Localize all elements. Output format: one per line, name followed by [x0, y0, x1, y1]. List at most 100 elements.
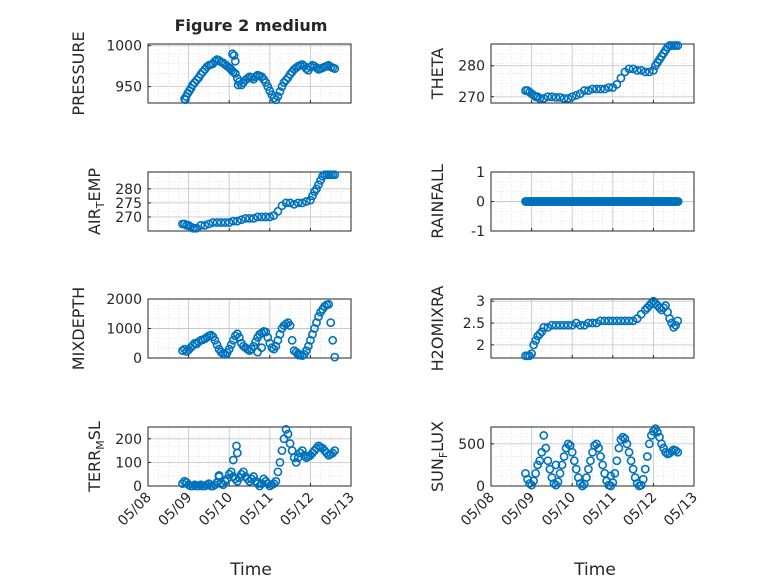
data-point	[571, 90, 581, 100]
data-point	[579, 86, 589, 95]
data-point	[257, 72, 267, 82]
y-tick-label: 270	[115, 210, 142, 226]
data-point	[539, 431, 549, 440]
data-point	[281, 319, 291, 329]
axes-box	[147, 43, 352, 104]
data-point	[622, 439, 632, 449]
data-point	[584, 464, 593, 474]
data-point	[543, 456, 553, 466]
data-point	[230, 69, 240, 78]
data-point	[673, 316, 683, 326]
data-point	[614, 443, 624, 453]
data-point	[594, 443, 603, 453]
data-point	[537, 327, 547, 337]
figure-title: Figure 2 medium	[175, 16, 328, 35]
data-point	[283, 429, 293, 439]
data-point	[263, 479, 273, 489]
data-point	[669, 323, 679, 332]
y-tick-label: 270	[458, 90, 485, 106]
data-point	[535, 456, 545, 466]
data-point	[251, 72, 260, 82]
data-point	[533, 460, 543, 470]
data-point	[271, 476, 281, 486]
data-point	[624, 64, 634, 74]
data-point	[330, 446, 340, 455]
data-point	[293, 350, 303, 360]
data-point	[285, 321, 295, 330]
data-point	[241, 213, 250, 223]
data-point	[673, 197, 683, 206]
data-point	[642, 452, 652, 461]
y-tick-label: 200	[115, 432, 142, 448]
y-tick-label: 950	[115, 80, 142, 96]
axes-box	[490, 298, 695, 359]
data-point	[285, 198, 295, 208]
y-tick-label: 280	[115, 182, 142, 198]
data-point	[588, 84, 597, 94]
axes-box	[490, 426, 695, 487]
data-point	[267, 343, 277, 353]
data-point	[661, 447, 670, 457]
data-markers	[521, 296, 683, 361]
data-point	[582, 473, 591, 482]
data-point	[330, 170, 340, 180]
data-point	[606, 471, 616, 481]
data-point	[529, 476, 539, 486]
data-point	[604, 316, 614, 326]
data-point	[322, 448, 332, 458]
data-point	[224, 344, 234, 354]
data-point	[220, 218, 230, 227]
data-point	[243, 74, 252, 83]
data-point	[628, 64, 638, 74]
data-point	[620, 434, 630, 444]
data-point	[281, 75, 291, 85]
data-point	[596, 316, 606, 326]
subplot-theta: 270 280 THETA	[428, 41, 695, 106]
data-point	[180, 344, 189, 354]
data-point	[533, 92, 543, 102]
y-tick-label: 2	[476, 338, 485, 354]
data-point	[305, 195, 315, 205]
data-point	[312, 443, 321, 453]
data-point	[653, 427, 662, 437]
data-point	[596, 84, 606, 94]
data-point	[316, 176, 325, 185]
data-point	[616, 73, 626, 83]
data-point	[226, 340, 236, 350]
data-point	[251, 337, 260, 347]
data-point	[555, 93, 565, 102]
data-point	[527, 480, 536, 490]
data-point	[196, 220, 206, 230]
y-tick-label: 100	[115, 455, 142, 471]
data-point	[216, 218, 226, 227]
data-markers	[180, 49, 340, 105]
data-point	[535, 329, 545, 339]
y-axis-label: H2OMIXRA	[428, 286, 447, 372]
data-point	[624, 316, 634, 326]
data-point	[220, 350, 230, 359]
data-point	[657, 439, 666, 449]
data-point	[671, 320, 681, 330]
data-point	[563, 93, 573, 103]
data-point	[644, 67, 654, 77]
data-point	[312, 63, 321, 73]
data-point	[253, 212, 263, 222]
data-point	[567, 447, 577, 457]
data-point	[531, 336, 541, 345]
data-point	[265, 212, 275, 222]
data-point	[577, 481, 587, 491]
data-point	[289, 453, 299, 463]
data-point	[592, 439, 601, 449]
data-markers	[521, 41, 683, 103]
data-point	[210, 480, 220, 490]
data-point	[178, 346, 187, 356]
data-point	[598, 460, 608, 470]
data-point	[545, 464, 555, 474]
data-point	[328, 448, 338, 458]
data-point	[616, 316, 626, 326]
y-tick-label: 1000	[106, 39, 142, 55]
data-point	[563, 320, 573, 330]
data-point	[547, 320, 557, 330]
data-point	[559, 452, 569, 461]
